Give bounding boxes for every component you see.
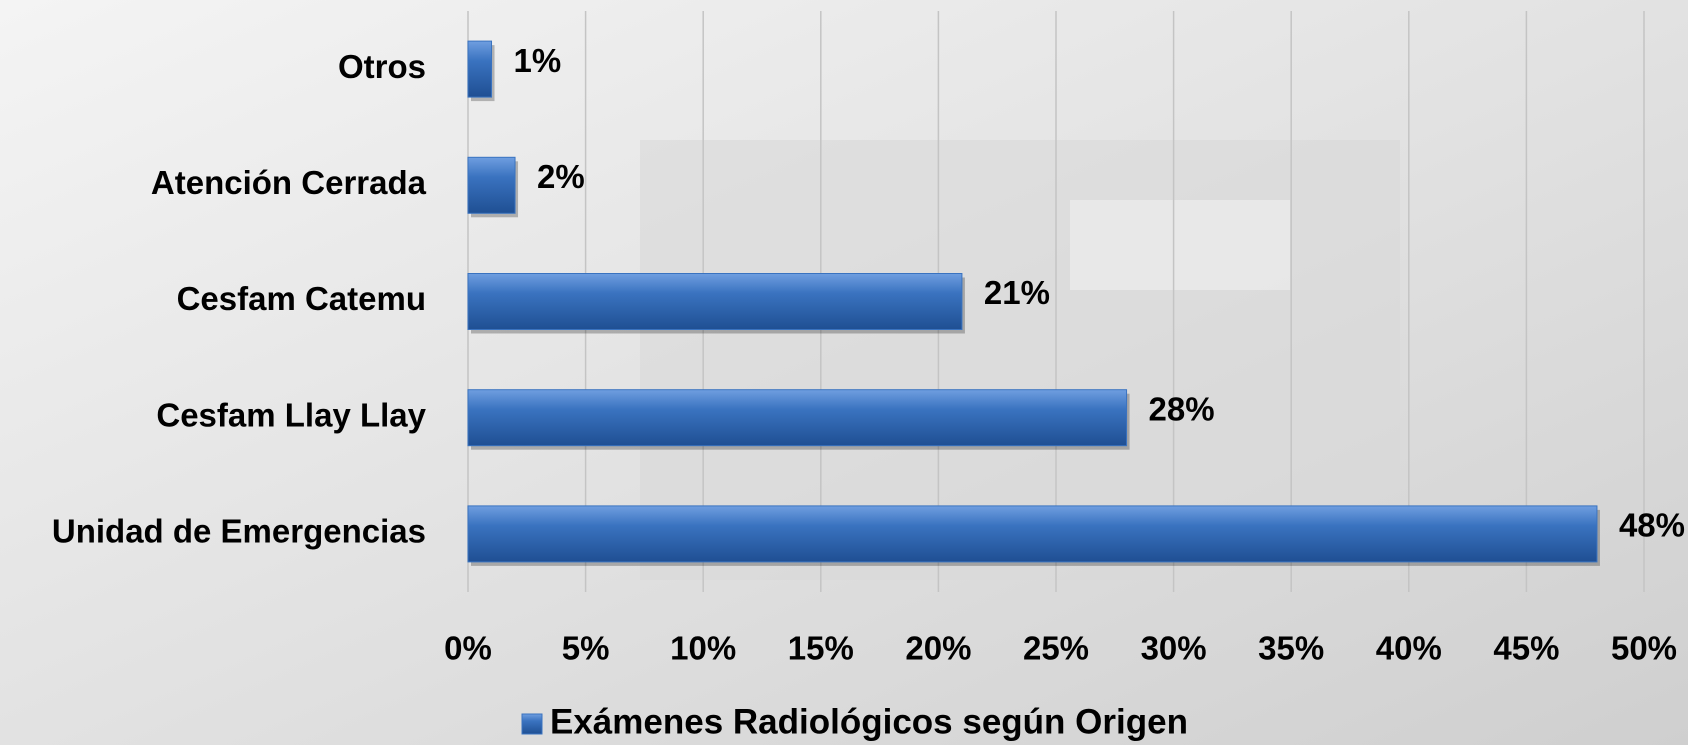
- x-tick-label: 30%: [1141, 630, 1207, 667]
- x-tick-label: 35%: [1258, 630, 1324, 667]
- x-tick-label: 20%: [905, 630, 971, 667]
- data-label: 2%: [537, 158, 585, 195]
- bar: [467, 505, 1598, 563]
- x-tick-label: 40%: [1376, 630, 1442, 667]
- y-tick-label: Atención Cerrada: [151, 164, 427, 201]
- bar: [467, 389, 1128, 447]
- y-tick-label: Otros: [338, 48, 426, 85]
- y-tick-label: Cesfam Catemu: [177, 280, 426, 317]
- bar: [467, 273, 963, 330]
- bar: [467, 156, 516, 214]
- legend-swatch: [521, 713, 543, 735]
- x-tick-label: 10%: [670, 630, 736, 667]
- x-tick-label: 50%: [1611, 630, 1677, 667]
- x-tick-label: 15%: [788, 630, 854, 667]
- x-tick-label: 5%: [562, 630, 610, 667]
- y-tick-label: Unidad de Emergencias: [52, 513, 426, 550]
- legend-label: Exámenes Radiológicos según Origen: [550, 702, 1188, 741]
- data-label: 1%: [514, 42, 562, 79]
- data-label: 21%: [984, 274, 1050, 311]
- building-sign: [1070, 200, 1290, 290]
- x-tick-label: 25%: [1023, 630, 1089, 667]
- y-tick-label: Cesfam Llay Llay: [156, 396, 426, 433]
- data-label: 48%: [1619, 507, 1685, 544]
- bar: [467, 40, 493, 98]
- x-tick-label: 45%: [1493, 630, 1559, 667]
- x-tick-label: 0%: [444, 630, 492, 667]
- data-label: 28%: [1149, 390, 1215, 427]
